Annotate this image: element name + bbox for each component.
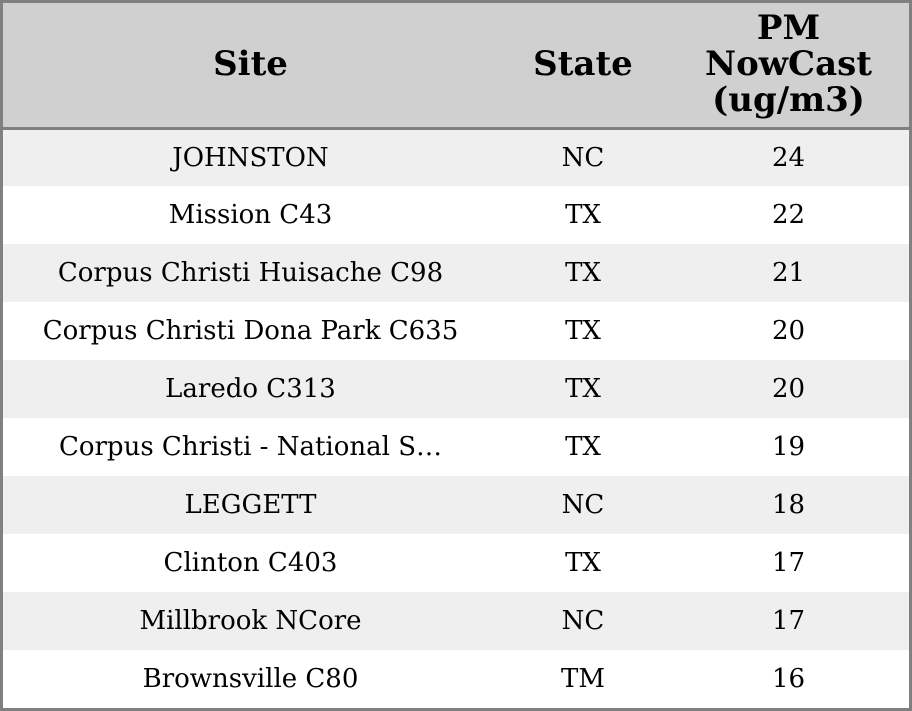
cell-site: Mission C43 <box>168 200 333 230</box>
table-body: JOHNSTON NC 24 Mission C43 TX 22 Corpus Christ… <box>3 128 909 708</box>
column-header-pm-nowcast: PM NowCast (ug/m3) <box>668 3 909 130</box>
cell-state: TX <box>565 316 601 346</box>
cell-pm-nowcast: 19 <box>771 432 806 462</box>
cell-pm-nowcast: 16 <box>771 664 806 694</box>
cell-pm-nowcast: 24 <box>771 142 806 173</box>
table-row: Laredo C313 TX 20 <box>3 360 909 418</box>
cell-pm-nowcast: 17 <box>771 606 806 636</box>
cell-state: NC <box>561 606 605 636</box>
cell-pm-nowcast: 18 <box>771 490 806 520</box>
column-header-state: State <box>498 3 668 130</box>
header-row: Site State PM NowCast (ug/m3) <box>3 3 909 130</box>
cell-site: Corpus Christi - National S… <box>58 432 443 462</box>
cell-pm-nowcast: 20 <box>771 316 806 346</box>
cell-state: TM <box>561 664 605 694</box>
table-row: Corpus Christi Huisache C98 TX 21 <box>3 244 909 302</box>
table-row: Millbrook NCore NC 17 <box>3 592 909 650</box>
cell-state: NC <box>561 142 605 173</box>
pm-nowcast-table: Site State PM NowCast (ug/m3) JOHNSTON NC… <box>3 3 909 708</box>
cell-site: Millbrook NCore <box>139 606 362 636</box>
cell-site: Brownsville C80 <box>142 664 359 694</box>
table-row: Corpus Christi Dona Park C635 TX 20 <box>3 302 909 360</box>
cell-state: TX <box>565 548 601 578</box>
table-row: Mission C43 TX 22 <box>3 186 909 244</box>
cell-pm-nowcast: 22 <box>771 200 806 230</box>
cell-site: Clinton C403 <box>163 548 338 578</box>
table-row: Brownsville C80 TM 16 <box>3 650 909 708</box>
column-header-site: Site <box>3 3 498 130</box>
cell-site: JOHNSTON <box>172 142 329 173</box>
cell-pm-nowcast: 21 <box>771 258 806 288</box>
cell-pm-nowcast: 17 <box>771 548 806 578</box>
table-row: JOHNSTON NC 24 <box>3 128 909 186</box>
table-header: Site State PM NowCast (ug/m3) <box>3 3 909 130</box>
table-row: Corpus Christi - National S… TX 19 <box>3 418 909 476</box>
cell-state: NC <box>561 490 605 520</box>
cell-site: LEGGETT <box>184 490 317 520</box>
cell-state: TX <box>565 258 601 288</box>
cell-state: TX <box>565 200 601 230</box>
cell-site: Corpus Christi Huisache C98 <box>57 258 444 288</box>
cell-state: TX <box>565 432 601 462</box>
cell-pm-nowcast: 20 <box>771 374 806 404</box>
table-row: Clinton C403 TX 17 <box>3 534 909 592</box>
cell-site: Corpus Christi Dona Park C635 <box>42 316 459 346</box>
cell-state: TX <box>565 374 601 404</box>
cell-site: Laredo C313 <box>165 374 336 404</box>
table-row: LEGGETT NC 18 <box>3 476 909 534</box>
